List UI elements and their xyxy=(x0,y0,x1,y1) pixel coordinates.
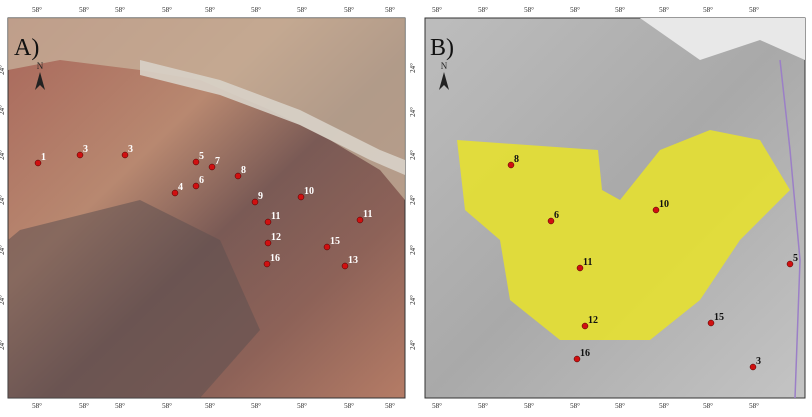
top-tick-label: 58° xyxy=(344,6,354,14)
bottom-tick-label: 58° xyxy=(615,402,625,410)
left-tick-label: 24° xyxy=(0,65,6,75)
left-tick-label: 24° xyxy=(409,195,417,205)
site-label: 10 xyxy=(659,199,669,210)
left-tick-label: 24° xyxy=(409,63,417,73)
left-tick-label: 24° xyxy=(0,340,6,350)
site-label: 8 xyxy=(514,154,519,165)
bottom-tick-label: 58° xyxy=(115,402,125,410)
site-label: 15 xyxy=(330,236,340,247)
bottom-tick-label: 58° xyxy=(32,402,42,410)
bottom-tick-label: 58° xyxy=(344,402,354,410)
site-label: 6 xyxy=(554,210,559,221)
site-label: 11 xyxy=(271,211,280,222)
top-tick-label: 58° xyxy=(432,6,442,14)
figure: A)N58°58°58°58°58°58°58°58°58°58°58°58°5… xyxy=(0,0,812,412)
left-tick-label: 24° xyxy=(0,195,6,205)
bottom-tick-label: 58° xyxy=(703,402,713,410)
site-label: 12 xyxy=(271,232,281,243)
bottom-tick-label: 58° xyxy=(162,402,172,410)
top-tick-label: 58° xyxy=(524,6,534,14)
top-tick-label: 58° xyxy=(659,6,669,14)
bottom-tick-label: 58° xyxy=(524,402,534,410)
panel-label: B) xyxy=(430,35,454,61)
left-tick-label: 24° xyxy=(0,245,6,255)
site-label: 9 xyxy=(258,191,263,202)
bottom-tick-label: 58° xyxy=(205,402,215,410)
north-label: N xyxy=(37,61,44,71)
bottom-tick-label: 58° xyxy=(385,402,395,410)
bottom-tick-label: 58° xyxy=(297,402,307,410)
top-tick-label: 58° xyxy=(570,6,580,14)
site-label: 8 xyxy=(241,165,246,176)
site-label: 7 xyxy=(215,156,220,167)
top-tick-label: 58° xyxy=(162,6,172,14)
north-label: N xyxy=(441,61,448,71)
left-tick-label: 24° xyxy=(0,105,6,115)
panel-label: A) xyxy=(14,35,39,61)
bottom-tick-label: 58° xyxy=(749,402,759,410)
site-label: 3 xyxy=(128,144,133,155)
left-tick-label: 24° xyxy=(409,245,417,255)
left-tick-label: 24° xyxy=(409,340,417,350)
left-tick-label: 24° xyxy=(409,150,417,160)
top-tick-label: 58° xyxy=(385,6,395,14)
site-label: 15 xyxy=(714,312,724,323)
bottom-tick-label: 58° xyxy=(659,402,669,410)
site-label: 11 xyxy=(363,209,372,220)
site-label: 16 xyxy=(270,253,280,264)
left-tick-label: 24° xyxy=(409,107,417,117)
top-tick-label: 58° xyxy=(615,6,625,14)
top-tick-label: 58° xyxy=(79,6,89,14)
bottom-tick-label: 58° xyxy=(478,402,488,410)
left-tick-label: 24° xyxy=(0,295,6,305)
bottom-tick-label: 58° xyxy=(79,402,89,410)
top-tick-label: 58° xyxy=(32,6,42,14)
panel-a-map xyxy=(8,18,405,398)
left-tick-label: 24° xyxy=(0,150,6,160)
site-label: 10 xyxy=(304,186,314,197)
site-label: 11 xyxy=(583,257,592,268)
top-tick-label: 58° xyxy=(703,6,713,14)
site-label: 1 xyxy=(41,152,46,163)
top-tick-label: 58° xyxy=(478,6,488,14)
panel-b-map xyxy=(425,18,805,398)
site-label: 16 xyxy=(580,348,590,359)
top-tick-label: 58° xyxy=(297,6,307,14)
top-tick-label: 58° xyxy=(205,6,215,14)
site-label: 5 xyxy=(199,151,204,162)
bottom-tick-label: 58° xyxy=(570,402,580,410)
bottom-tick-label: 58° xyxy=(251,402,261,410)
site-label: 3 xyxy=(756,356,761,367)
top-tick-label: 58° xyxy=(251,6,261,14)
site-label: 3 xyxy=(83,144,88,155)
site-label: 4 xyxy=(178,182,183,193)
site-label: 12 xyxy=(588,315,598,326)
top-tick-label: 58° xyxy=(749,6,759,14)
site-label: 5 xyxy=(793,253,798,264)
site-label: 6 xyxy=(199,175,204,186)
site-label: 13 xyxy=(348,255,358,266)
top-tick-label: 58° xyxy=(115,6,125,14)
bottom-tick-label: 58° xyxy=(432,402,442,410)
left-tick-label: 24° xyxy=(409,295,417,305)
